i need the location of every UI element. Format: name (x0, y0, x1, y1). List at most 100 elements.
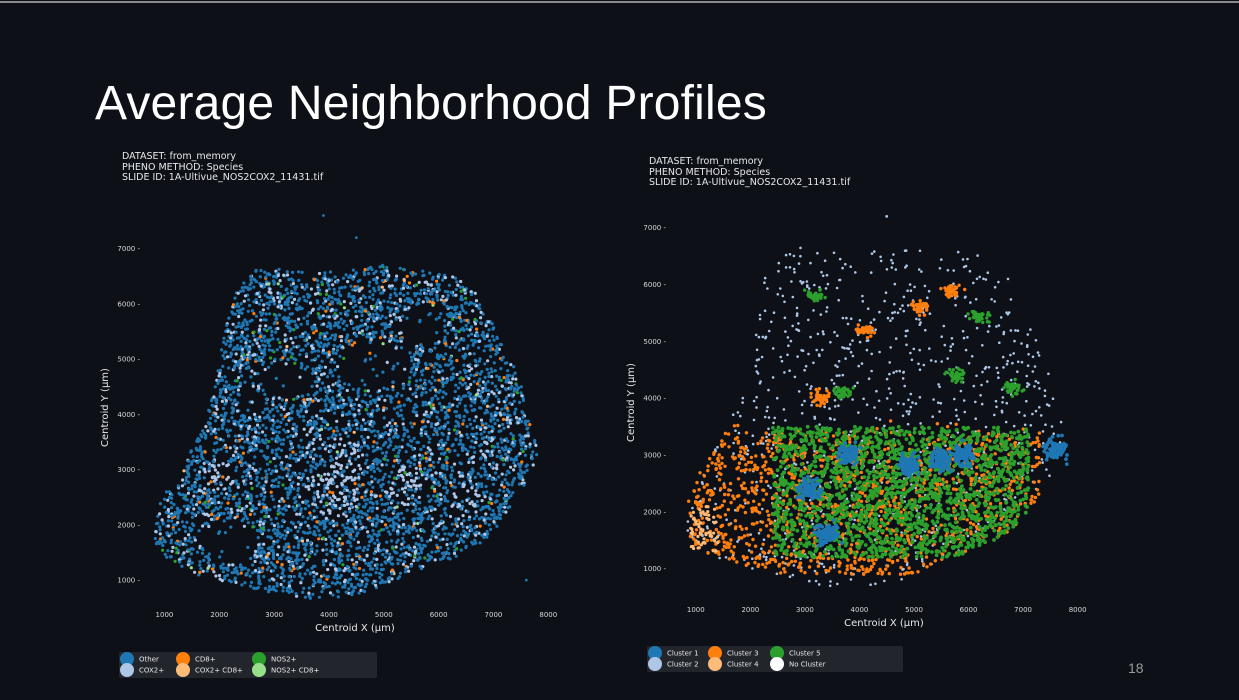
left-point-other (378, 265, 382, 269)
left-point-cox2- (398, 297, 402, 301)
left-point-other (303, 595, 307, 599)
left-point-other (313, 380, 317, 384)
left-point-other (526, 431, 530, 435)
left-point-cox2- (343, 566, 347, 571)
left-point-other (464, 447, 468, 451)
left-point-other (200, 551, 205, 555)
left-point-other (329, 406, 333, 410)
left-point-other (341, 276, 346, 280)
left-point-other (435, 331, 439, 335)
left-point-other (487, 371, 491, 375)
left-point-nos2-cd8- (189, 566, 193, 570)
left-point-other (256, 337, 260, 341)
left-point-cox2- (481, 380, 485, 384)
left-chart-meta: DATASET: from_memory PHENO METHOD: Speci… (122, 151, 323, 184)
left-point-other (235, 492, 239, 496)
left-point-cox2- (339, 464, 344, 468)
left-point-other (237, 321, 241, 325)
left-point-cox2- (452, 492, 456, 496)
left-point-other (371, 398, 375, 402)
left-point-other (421, 511, 425, 515)
left-point-other (212, 454, 216, 458)
left-point-other (446, 378, 450, 383)
left-point-cox2- (389, 320, 394, 324)
left-point-nos2- (415, 283, 419, 287)
left-point-other (301, 472, 305, 476)
left-point-cox2- (295, 594, 299, 598)
left-point-other (371, 408, 375, 412)
left-point-other (357, 591, 361, 595)
left-point-other (345, 335, 349, 339)
left-point-other (404, 567, 408, 571)
left-point-other (499, 343, 503, 347)
left-point-other (294, 473, 298, 477)
left-point-other (284, 504, 288, 508)
left-point-other (439, 514, 443, 518)
left-point-other (389, 400, 393, 404)
left-point-other (443, 289, 447, 294)
left-point-other (500, 446, 504, 450)
left-point-other (394, 293, 398, 298)
left-point-other (508, 505, 512, 509)
left-point-other (276, 509, 280, 513)
left-point-other (473, 538, 477, 542)
left-point-other (453, 276, 457, 280)
left-point-other (171, 528, 176, 532)
left-point-cox2- (465, 452, 469, 456)
left-point-cd8- (432, 301, 436, 305)
left-point-other (284, 486, 288, 491)
left-point-other (256, 372, 260, 376)
left-point-other (492, 417, 496, 421)
left-point-other (391, 388, 395, 392)
left-point-cox2- (195, 503, 199, 507)
left-point-other (275, 348, 279, 352)
left-point-other (274, 437, 278, 441)
left-point-other (388, 517, 392, 521)
left-point-other (312, 578, 316, 582)
left-point-other (483, 401, 487, 405)
left-point-other (397, 414, 401, 418)
left-point-other (251, 448, 255, 452)
left-point-cox2- (244, 341, 248, 345)
left-point-other (430, 506, 434, 510)
left-point-other (337, 375, 341, 379)
left-point-other (358, 527, 362, 531)
left-point-other (218, 394, 222, 398)
left-point-other (484, 484, 488, 489)
left-point-other (354, 552, 358, 557)
left-point-other (355, 325, 359, 329)
left-point-other (199, 567, 203, 571)
left-point-cox2- (356, 455, 361, 459)
left-point-cox2- (336, 365, 340, 369)
left-point-other (233, 444, 237, 448)
left-point-other (301, 590, 305, 595)
left-point-other (465, 327, 469, 331)
left-point-other (367, 272, 371, 276)
left-point-other (197, 529, 201, 533)
left-point-cox2- (192, 494, 196, 498)
left-point-cox2- (452, 462, 457, 466)
left-point-other (408, 399, 413, 403)
left-point-other (335, 426, 339, 430)
left-point-other (315, 544, 319, 548)
left-point-other (300, 270, 304, 274)
left-point-other (384, 555, 388, 559)
left-point-other (364, 526, 368, 530)
left-point-other (433, 478, 438, 482)
left-point-other (296, 545, 300, 550)
left-point-other (274, 464, 278, 468)
left-point-cd8- (291, 450, 295, 454)
left-point-other (246, 309, 250, 313)
left-point-other (200, 435, 204, 439)
left-point-cd8- (262, 505, 266, 509)
left-point-other (375, 374, 379, 378)
left-point-other (227, 486, 231, 490)
left-point-cox2- (333, 495, 337, 500)
left-point-other (410, 495, 414, 499)
left-point-other (197, 573, 201, 577)
left-point-other (312, 530, 316, 534)
left-point-other (237, 305, 241, 309)
left-point-other (207, 488, 211, 492)
left-point-other (346, 526, 350, 530)
left-point-other (302, 295, 306, 299)
